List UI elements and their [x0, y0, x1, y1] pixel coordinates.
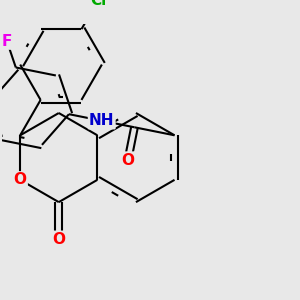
Text: NH: NH: [89, 113, 115, 128]
Text: Cl: Cl: [90, 0, 106, 8]
Text: F: F: [2, 34, 12, 49]
Text: O: O: [122, 153, 134, 168]
Text: O: O: [52, 232, 65, 247]
Text: O: O: [14, 172, 27, 188]
